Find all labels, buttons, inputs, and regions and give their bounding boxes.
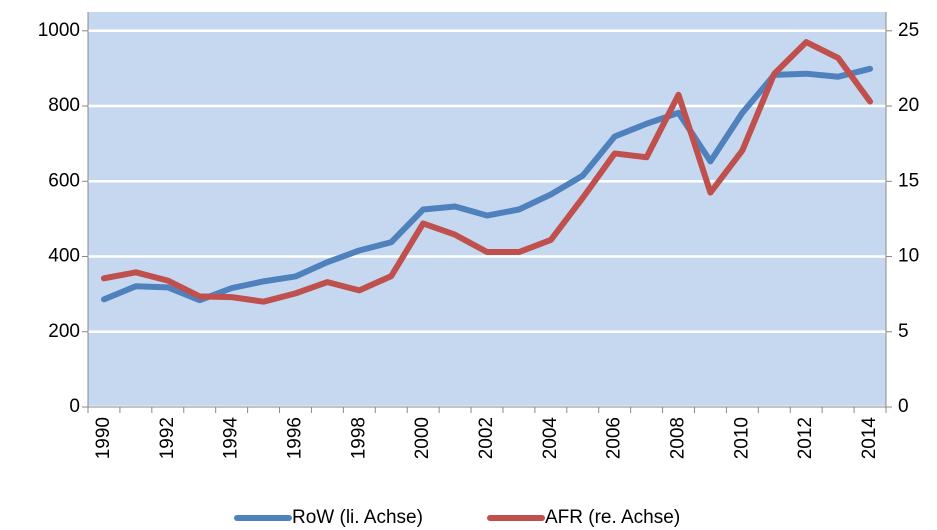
x-tick-label: 1994	[221, 417, 242, 460]
y-tick-label: 400	[48, 246, 80, 267]
plot-area	[88, 12, 886, 407]
x-tick-label: 2000	[412, 417, 433, 459]
x-tick-label: 1998	[348, 417, 369, 459]
x-tick-label: 2002	[476, 417, 497, 459]
legend-label: AFR (re. Achse)	[545, 507, 680, 528]
x-tick-label: 2004	[540, 417, 561, 460]
y2-tick-label: 25	[898, 20, 919, 41]
x-tick-label: 2008	[668, 417, 689, 459]
y-tick-label: 0	[69, 396, 80, 417]
x-tick-label: 2014	[859, 417, 880, 460]
y-tick-label: 600	[48, 170, 80, 191]
y-tick-label: 1000	[38, 20, 80, 41]
x-tick-label: 2012	[795, 417, 816, 459]
y-tick-label: 800	[48, 95, 80, 116]
y2-tick-label: 5	[898, 321, 909, 342]
series-line	[100, 65, 874, 304]
y2-tick-label: 10	[898, 246, 919, 267]
y-tick-label: 200	[48, 321, 80, 342]
x-tick-label: 1990	[93, 417, 114, 459]
x-tick-label: 1992	[157, 417, 178, 459]
x-tick-label: 2006	[604, 417, 625, 459]
series-line	[100, 39, 874, 305]
x-tick-label: 1996	[284, 417, 305, 459]
y2-tick-label: 0	[898, 396, 909, 417]
y2-tick-label: 20	[898, 95, 919, 116]
x-tick-label: 2010	[731, 417, 752, 459]
y2-tick-label: 15	[898, 170, 919, 191]
legend-label: RoW (li. Achse)	[292, 507, 423, 528]
